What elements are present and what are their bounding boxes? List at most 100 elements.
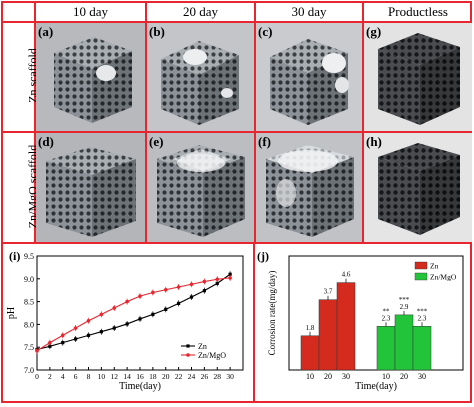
data-label: 3.7 <box>324 288 333 296</box>
significance-mark: ** <box>383 307 391 315</box>
y-tick-label: 9.5 <box>24 252 34 261</box>
panel-label-d: (d) <box>38 134 54 149</box>
data-point <box>176 285 181 289</box>
photo-znmgo-20-day: (e) <box>147 133 254 242</box>
x-tick-label: 30 <box>418 372 426 381</box>
photo-znmgo-30-day: (f) <box>256 133 362 242</box>
data-point <box>177 301 181 306</box>
data-point <box>48 344 52 348</box>
y-axis-label: pH <box>6 307 17 319</box>
panel-label-b: (b) <box>149 24 165 39</box>
x-tick-label: 24 <box>188 372 196 381</box>
x-tick-label: 18 <box>149 372 157 381</box>
significance-mark: *** <box>417 307 428 315</box>
photo-zn-30-day: (c) <box>256 23 362 131</box>
x-tick-label: 16 <box>136 372 144 381</box>
panel-label-g: (g) <box>366 24 382 39</box>
x-tick-label: 20 <box>400 372 408 381</box>
panel-label-j: (j) <box>257 249 269 263</box>
panel-label-f: (f) <box>258 134 271 149</box>
data-point <box>61 341 65 345</box>
x-tick-label: 2 <box>48 372 52 381</box>
data-point <box>189 295 194 299</box>
data-point <box>228 272 232 276</box>
data-point <box>138 294 142 298</box>
data-point <box>189 282 194 287</box>
series-line-zn-mgo <box>36 277 231 352</box>
header-divider <box>1 21 472 23</box>
legend-label: Zn/MgO <box>198 351 226 360</box>
x-tick-label: 20 <box>324 372 332 381</box>
data-point <box>151 290 155 295</box>
y-tick-label: 7.5 <box>24 343 34 352</box>
x-tick-label: 8 <box>87 372 91 381</box>
data-point <box>99 330 103 334</box>
data-point <box>60 333 65 338</box>
bar-zn-mgo-30 <box>412 326 432 371</box>
legend-label: Zn/MgO <box>430 273 457 282</box>
rowhead-divider <box>34 1 36 242</box>
data-point <box>202 279 207 284</box>
corrosion-bar-chart: (j) Time(day) Corrosion rate(mg/day) 1.8 10 3… <box>255 244 471 402</box>
x-axis-label: Time(day) <box>355 381 397 392</box>
x-axis-label: Time(day) <box>119 381 161 392</box>
panel-label-i: (i) <box>9 249 20 263</box>
data-point <box>86 333 91 337</box>
x-tick-label: 10 <box>98 372 106 381</box>
bar-zn-mgo-20 <box>394 314 414 371</box>
x-tick-label: 10 <box>306 372 314 381</box>
plot-area <box>288 255 464 371</box>
col-divider-1 <box>145 1 147 242</box>
data-point <box>125 322 129 326</box>
photo-zn-productless: (g) <box>364 23 472 131</box>
x-tick-label: 6 <box>74 372 78 381</box>
legend-swatch <box>414 261 428 270</box>
data-point <box>48 340 52 345</box>
data-point <box>86 318 91 323</box>
data-label: 2.9 <box>400 303 409 311</box>
y-tick-label: 8.0 <box>24 320 34 329</box>
x-tick-label: 30 <box>226 372 234 381</box>
legend-marker <box>186 353 190 357</box>
data-point <box>73 326 78 330</box>
series-line-zn <box>36 273 231 351</box>
bar-zn-30 <box>336 282 356 371</box>
bar-zn-10 <box>300 335 320 371</box>
data-label: 1.8 <box>306 324 315 332</box>
panel-label-c: (c) <box>258 24 273 39</box>
row-divider <box>1 131 472 133</box>
panel-label-a: (a) <box>38 24 54 39</box>
column-header-10-day: 10 day <box>72 4 109 19</box>
x-tick-label: 20 <box>162 372 170 381</box>
photo-znmgo-productless: (h) <box>364 133 472 242</box>
col-divider-3 <box>362 1 364 242</box>
data-point <box>228 276 232 280</box>
data-point <box>215 281 219 285</box>
data-point <box>112 306 117 310</box>
data-point <box>125 299 129 304</box>
legend-label: Zn <box>430 262 439 271</box>
panel-label-e: (e) <box>149 134 164 149</box>
significance-mark: *** <box>399 296 410 304</box>
legend-label: Zn <box>198 342 207 351</box>
x-tick-label: 28 <box>214 372 222 381</box>
data-point <box>99 312 104 317</box>
y-tick-label: 8.5 <box>24 298 34 307</box>
data-label: 2.3 <box>382 314 391 322</box>
legend-marker <box>186 344 190 348</box>
col-divider-2 <box>254 1 256 242</box>
x-tick-label: 4 <box>61 372 65 381</box>
x-tick-label: 22 <box>175 372 183 381</box>
data-point <box>112 326 116 330</box>
photo-znmgo-10-day: (d) <box>36 133 145 242</box>
data-label: 4.6 <box>342 271 351 279</box>
data-point <box>164 307 168 311</box>
data-point <box>74 337 78 341</box>
photo-zn-20-day: (b) <box>147 23 254 131</box>
y-tick-label: 7.0 <box>24 366 34 375</box>
x-tick-label: 0 <box>35 372 39 381</box>
x-tick-label: 14 <box>123 372 131 381</box>
column-header-20-day: 20 day <box>182 4 219 19</box>
x-tick-label: 10 <box>382 372 390 381</box>
column-header-30-day: 30 day <box>291 4 327 19</box>
